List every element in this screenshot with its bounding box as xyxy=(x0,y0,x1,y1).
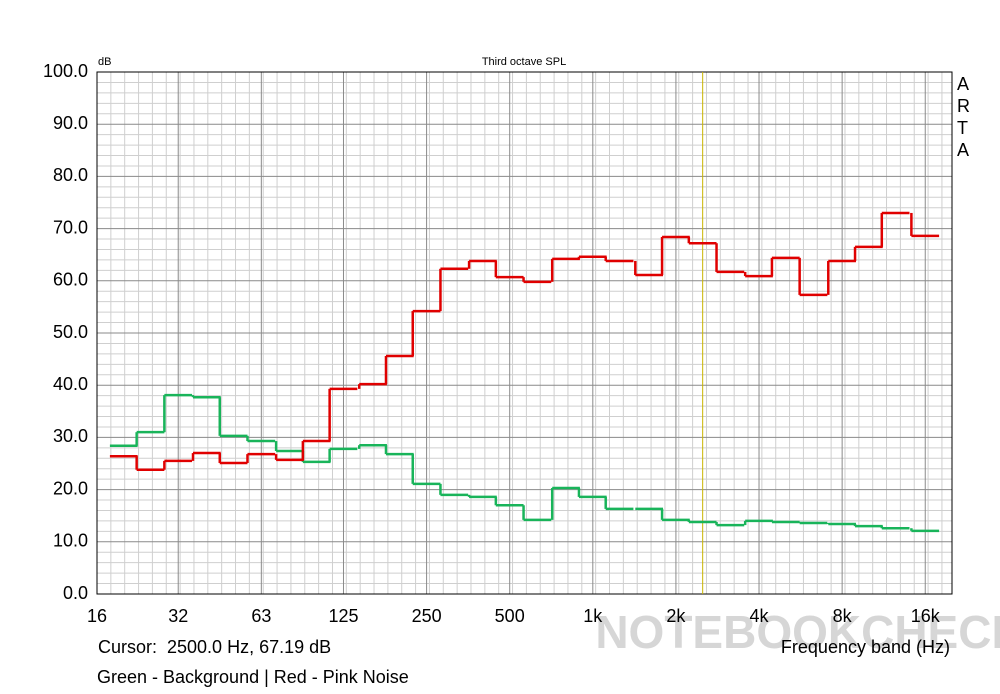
y-tick-label: 40.0 xyxy=(53,374,88,394)
cursor-readout: Cursor: 2500.0 Hz, 67.19 dB xyxy=(98,637,331,657)
side-label: ARTA xyxy=(957,74,970,160)
y-tick-label: 0.0 xyxy=(63,583,88,603)
watermark: NOTEBOOKCHECK xyxy=(595,606,1000,658)
x-tick-label: 4k xyxy=(750,606,770,626)
chart-title: Third octave SPL xyxy=(482,56,566,68)
x-tick-label: 1k xyxy=(583,606,603,626)
x-tick-label: 32 xyxy=(168,606,188,626)
plot-frame xyxy=(96,71,953,595)
y-tick-label: 80.0 xyxy=(53,165,88,185)
x-axis-label: Frequency band (Hz) xyxy=(781,637,950,657)
y-tick-label: 50.0 xyxy=(53,322,88,342)
y-tick-label: 30.0 xyxy=(53,426,88,446)
x-tick-label: 16k xyxy=(911,606,941,626)
x-tick-label: 125 xyxy=(328,606,358,626)
x-tick-label: 8k xyxy=(833,606,853,626)
x-tick-label: 500 xyxy=(495,606,525,626)
y-tick-label: 20.0 xyxy=(53,478,88,498)
x-tick-label: 63 xyxy=(251,606,271,626)
x-tick-label: 2k xyxy=(666,606,686,626)
x-tick-label: 250 xyxy=(412,606,442,626)
y-tick-label: 10.0 xyxy=(53,531,88,551)
y-unit: dB xyxy=(98,56,111,68)
legend-text: Green - Background | Red - Pink Noise xyxy=(97,667,409,687)
y-tick-label: 70.0 xyxy=(53,217,88,237)
x-tick-label: 16 xyxy=(87,606,107,626)
y-tick-label: 100.0 xyxy=(43,61,88,81)
y-tick-label: 90.0 xyxy=(53,113,88,133)
y-tick-label: 60.0 xyxy=(53,270,88,290)
